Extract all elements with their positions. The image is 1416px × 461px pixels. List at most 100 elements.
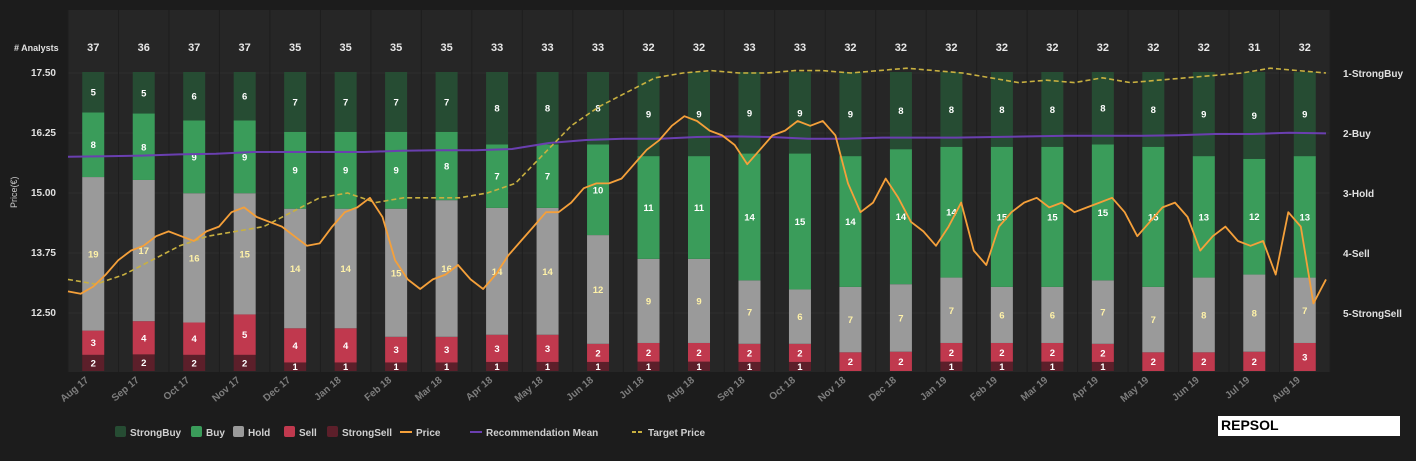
bar-value-label: 7 bbox=[393, 97, 398, 108]
line-series bbox=[67, 67, 1327, 305]
bar-sell bbox=[889, 351, 912, 371]
bar-value-label: 3 bbox=[545, 344, 550, 355]
bar-strongbuy bbox=[183, 72, 206, 121]
bar-strongsell bbox=[688, 361, 710, 371]
bar-value-label: 11 bbox=[694, 203, 705, 214]
bar-strongsell bbox=[1091, 361, 1114, 371]
bar-value-label: 2 bbox=[1252, 357, 1257, 368]
bar-strongsell bbox=[1041, 361, 1064, 371]
bar-sell bbox=[284, 328, 307, 363]
bar-strongbuy bbox=[738, 72, 761, 154]
bar-value-label: 14 bbox=[946, 208, 957, 219]
legend-swatch bbox=[327, 426, 338, 437]
bar-value-label: 1 bbox=[646, 362, 652, 373]
bar-buy bbox=[435, 131, 458, 201]
bar-value-label: 9 bbox=[797, 108, 802, 119]
bar-sell bbox=[788, 343, 811, 362]
bar-value-label: 9 bbox=[1302, 110, 1307, 121]
bar-value-label: 4 bbox=[141, 333, 147, 344]
bar-strongbuy bbox=[990, 72, 1013, 147]
bar-value-label: 7 bbox=[1302, 306, 1307, 317]
analyst-count: 35 bbox=[289, 42, 301, 54]
bar-sell bbox=[233, 314, 256, 355]
bar-hold bbox=[839, 286, 862, 353]
bar-value-label: 15 bbox=[1098, 208, 1109, 219]
bar-strongbuy bbox=[435, 72, 458, 132]
analyst-count: 37 bbox=[188, 42, 200, 54]
bar-value-label: 8 bbox=[1100, 104, 1105, 115]
bar-strongbuy bbox=[1293, 72, 1316, 157]
price-line bbox=[67, 115, 1327, 305]
bar-hold bbox=[637, 258, 660, 343]
bar-strongbuy bbox=[1243, 72, 1266, 159]
bar-sell bbox=[435, 336, 458, 363]
bar-value-label: 1 bbox=[999, 362, 1005, 373]
bar-hold bbox=[1142, 286, 1165, 353]
bar-value-label: 5 bbox=[141, 88, 147, 99]
bar-buy bbox=[1091, 144, 1114, 281]
bar-value-label: 2 bbox=[1100, 348, 1105, 359]
bar-value-label: 8 bbox=[141, 142, 146, 153]
bar-value-label: 16 bbox=[441, 264, 452, 275]
bar-value-label: 3 bbox=[1302, 352, 1307, 363]
bar-buy bbox=[738, 153, 761, 281]
bar-value-label: 2 bbox=[91, 358, 96, 369]
bar-value-label: 12 bbox=[593, 285, 604, 296]
analyst-count: 32 bbox=[1046, 42, 1058, 54]
bar-value-label: 8 bbox=[494, 104, 499, 115]
bar-value-label: 6 bbox=[242, 92, 247, 103]
bar-value-label: 9 bbox=[293, 166, 298, 177]
analyst-count: 33 bbox=[491, 42, 503, 54]
bar-strongsell bbox=[788, 361, 811, 371]
analyst-count: 32 bbox=[1299, 42, 1311, 54]
bar-value-label: 2 bbox=[595, 348, 600, 359]
bar-value-label: 5 bbox=[91, 88, 97, 99]
bar-value-label: 2 bbox=[848, 357, 853, 368]
bar-value-label: 3 bbox=[393, 345, 398, 356]
y-tick-label: 17.50 bbox=[31, 68, 56, 79]
bar-value-label: 7 bbox=[898, 313, 903, 324]
bar-value-label: 14 bbox=[340, 264, 351, 275]
bar-value-label: 7 bbox=[1151, 315, 1156, 326]
bar-strongbuy bbox=[637, 72, 660, 157]
bar-value-label: 8 bbox=[1050, 105, 1055, 116]
bar-strongsell bbox=[486, 361, 509, 371]
bar-value-label: 1 bbox=[494, 362, 500, 373]
analyst-count: 33 bbox=[743, 42, 755, 54]
bar-value-label: 1 bbox=[343, 362, 349, 373]
bar-hold bbox=[82, 177, 105, 331]
bar-buy bbox=[990, 146, 1013, 287]
bar-hold bbox=[738, 280, 761, 344]
y-tick-label: 12.50 bbox=[31, 308, 56, 319]
bar-value-label: 3 bbox=[91, 338, 96, 349]
legend-label: Buy bbox=[206, 428, 225, 439]
bar-strongbuy bbox=[688, 72, 710, 157]
bar-buy bbox=[688, 156, 710, 259]
legend: StrongBuy Buy Hold Sell StrongSell Price Recom… bbox=[115, 426, 705, 439]
analyst-count: 32 bbox=[642, 42, 654, 54]
bar-value-label: 4 bbox=[293, 341, 299, 352]
bar-value-label: 7 bbox=[494, 172, 499, 183]
bar-value-label: 1 bbox=[949, 362, 955, 373]
bar-sell bbox=[738, 343, 761, 362]
bar-strongbuy bbox=[940, 72, 963, 147]
bar-value-label: 6 bbox=[999, 310, 1004, 321]
bar-hold bbox=[435, 200, 458, 337]
bar-value-label: 2 bbox=[192, 358, 197, 369]
y-tick-label: 13.75 bbox=[31, 248, 56, 259]
bar-value-label: 14 bbox=[542, 267, 553, 278]
analyst-count: 32 bbox=[1147, 42, 1159, 54]
bar-strongsell bbox=[183, 354, 206, 371]
bar-sell bbox=[1293, 342, 1316, 371]
bar-sell bbox=[839, 352, 862, 371]
bar-strongbuy bbox=[587, 72, 610, 145]
bar-hold bbox=[1091, 280, 1114, 344]
bar-sell bbox=[334, 328, 357, 363]
bar-buy bbox=[183, 120, 206, 194]
bar-hold bbox=[183, 193, 206, 323]
bar-buy bbox=[1293, 156, 1316, 278]
legend-swatch bbox=[191, 426, 202, 437]
bar-hold bbox=[536, 207, 559, 335]
target-price-line bbox=[67, 67, 1327, 286]
bar-sell bbox=[486, 334, 509, 362]
